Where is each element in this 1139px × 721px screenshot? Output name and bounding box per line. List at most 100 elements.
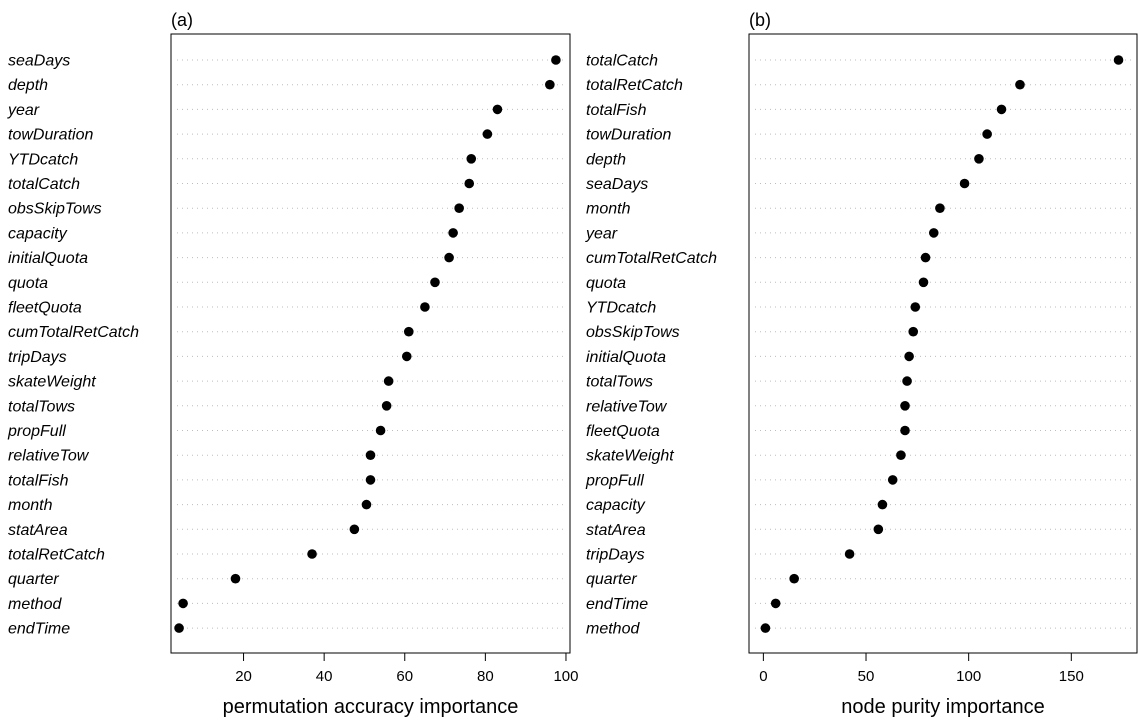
importance-point <box>910 302 921 312</box>
variable-label: fleetQuota <box>8 300 82 317</box>
importance-point <box>383 376 394 386</box>
importance-point <box>982 129 992 139</box>
importance-point <box>230 573 241 584</box>
variable-label: totalTows <box>586 374 653 391</box>
panel-b-dotplot: (b) totalCatch totalRetCatch totalFish towD… <box>585 10 1138 718</box>
importance-point <box>877 499 888 510</box>
variable-label: skateWeight <box>8 374 96 391</box>
panel-a-dotplot: (a) seaDays depth year towDuration YTDcatch t… <box>7 10 578 718</box>
x-tick-label: 80 <box>477 668 494 685</box>
variable-label: initialQuota <box>586 349 666 366</box>
importance-point <box>908 326 919 337</box>
variable-label: year <box>585 225 618 242</box>
variable-label: cumTotalRetCatch <box>8 324 139 341</box>
variable-label: totalTows <box>8 398 75 415</box>
panel-a-label: (a) <box>171 10 193 30</box>
variable-label: totalCatch <box>8 176 80 193</box>
importance-point <box>365 475 376 485</box>
variable-label: propFull <box>585 472 644 489</box>
importance-point <box>760 623 771 633</box>
importance-point <box>770 598 781 609</box>
variable-label: statArea <box>8 522 68 539</box>
panel-b-x-axis: 0 50 100 150 <box>759 653 1084 685</box>
variable-label: towDuration <box>586 127 671 144</box>
variable-label: method <box>8 596 62 613</box>
importance-point <box>365 450 376 461</box>
importance-point <box>896 450 906 461</box>
panel-b-variable-labels: totalCatch totalRetCatch totalFish towDurat… <box>585 53 717 638</box>
x-tick-label: 50 <box>858 668 875 685</box>
variable-label: initialQuota <box>8 250 88 267</box>
variable-label: endTime <box>8 621 70 638</box>
importance-point <box>974 154 984 164</box>
variable-label: totalRetCatch <box>8 547 105 564</box>
variable-label: YTDcatch <box>8 151 78 168</box>
variable-label: depth <box>8 77 48 94</box>
importance-point <box>448 228 458 238</box>
importance-point <box>381 401 392 411</box>
variable-label: skateWeight <box>586 448 674 465</box>
variable-label: method <box>586 621 640 638</box>
variable-label: obsSkipTows <box>586 324 680 341</box>
importance-point <box>307 549 317 559</box>
variable-label: totalFish <box>8 472 69 489</box>
x-tick-label: 60 <box>396 668 413 685</box>
panel-b-plot-frame <box>748 33 1138 654</box>
importance-point <box>361 499 372 510</box>
importance-point <box>996 104 1007 115</box>
importance-point <box>844 549 855 559</box>
variable-label: seaDays <box>8 53 70 70</box>
importance-point <box>935 203 945 213</box>
importance-point <box>174 623 184 633</box>
importance-point <box>959 178 970 189</box>
panel-b-label: (b) <box>749 10 771 30</box>
variable-label: quota <box>8 275 48 292</box>
variable-label: capacity <box>8 225 68 242</box>
x-tick-label: 40 <box>316 668 333 685</box>
importance-point <box>920 252 931 263</box>
importance-point <box>401 351 412 362</box>
variable-label: tripDays <box>586 547 645 564</box>
variable-label: statArea <box>586 522 646 539</box>
panel-a-guides <box>177 59 564 629</box>
panel-a-plot-frame <box>170 33 571 654</box>
importance-point <box>375 425 386 436</box>
importance-point <box>444 252 454 263</box>
variable-label: propFull <box>7 423 66 440</box>
importance-point <box>789 573 799 584</box>
panel-a-x-axis: 20 40 60 80 100 <box>235 653 578 685</box>
importance-point <box>1113 55 1124 65</box>
importance-point <box>551 55 561 65</box>
panel-b-guides <box>755 59 1131 629</box>
importance-point <box>1015 79 1025 90</box>
importance-point <box>420 302 430 312</box>
importance-point <box>482 129 493 139</box>
variable-label: seaDays <box>586 176 648 193</box>
variable-label: relativeTow <box>8 448 90 465</box>
importance-point <box>900 401 910 411</box>
variable-label: capacity <box>586 497 646 514</box>
variable-label: year <box>7 102 40 119</box>
importance-point <box>492 104 503 115</box>
variable-label: fleetQuota <box>586 423 660 440</box>
variable-label: YTDcatch <box>586 300 656 317</box>
panel-a-points <box>174 55 561 633</box>
importance-point <box>928 228 939 238</box>
importance-point <box>430 277 440 288</box>
importance-point <box>178 598 188 609</box>
importance-point <box>466 154 477 164</box>
importance-point <box>545 79 555 90</box>
variable-label: quota <box>586 275 626 292</box>
importance-point <box>918 277 929 288</box>
panel-a-x-axis-title: permutation accuracy importance <box>223 696 519 718</box>
importance-point <box>904 351 914 362</box>
panel-b-x-axis-title: node purity importance <box>841 696 1044 718</box>
variable-label: depth <box>586 151 626 168</box>
variable-label: quarter <box>586 571 637 588</box>
x-tick-label: 150 <box>1059 668 1084 685</box>
variable-label: cumTotalRetCatch <box>586 250 717 267</box>
importance-point <box>464 178 475 189</box>
x-tick-label: 20 <box>235 668 252 685</box>
panel-b-points <box>760 55 1124 633</box>
